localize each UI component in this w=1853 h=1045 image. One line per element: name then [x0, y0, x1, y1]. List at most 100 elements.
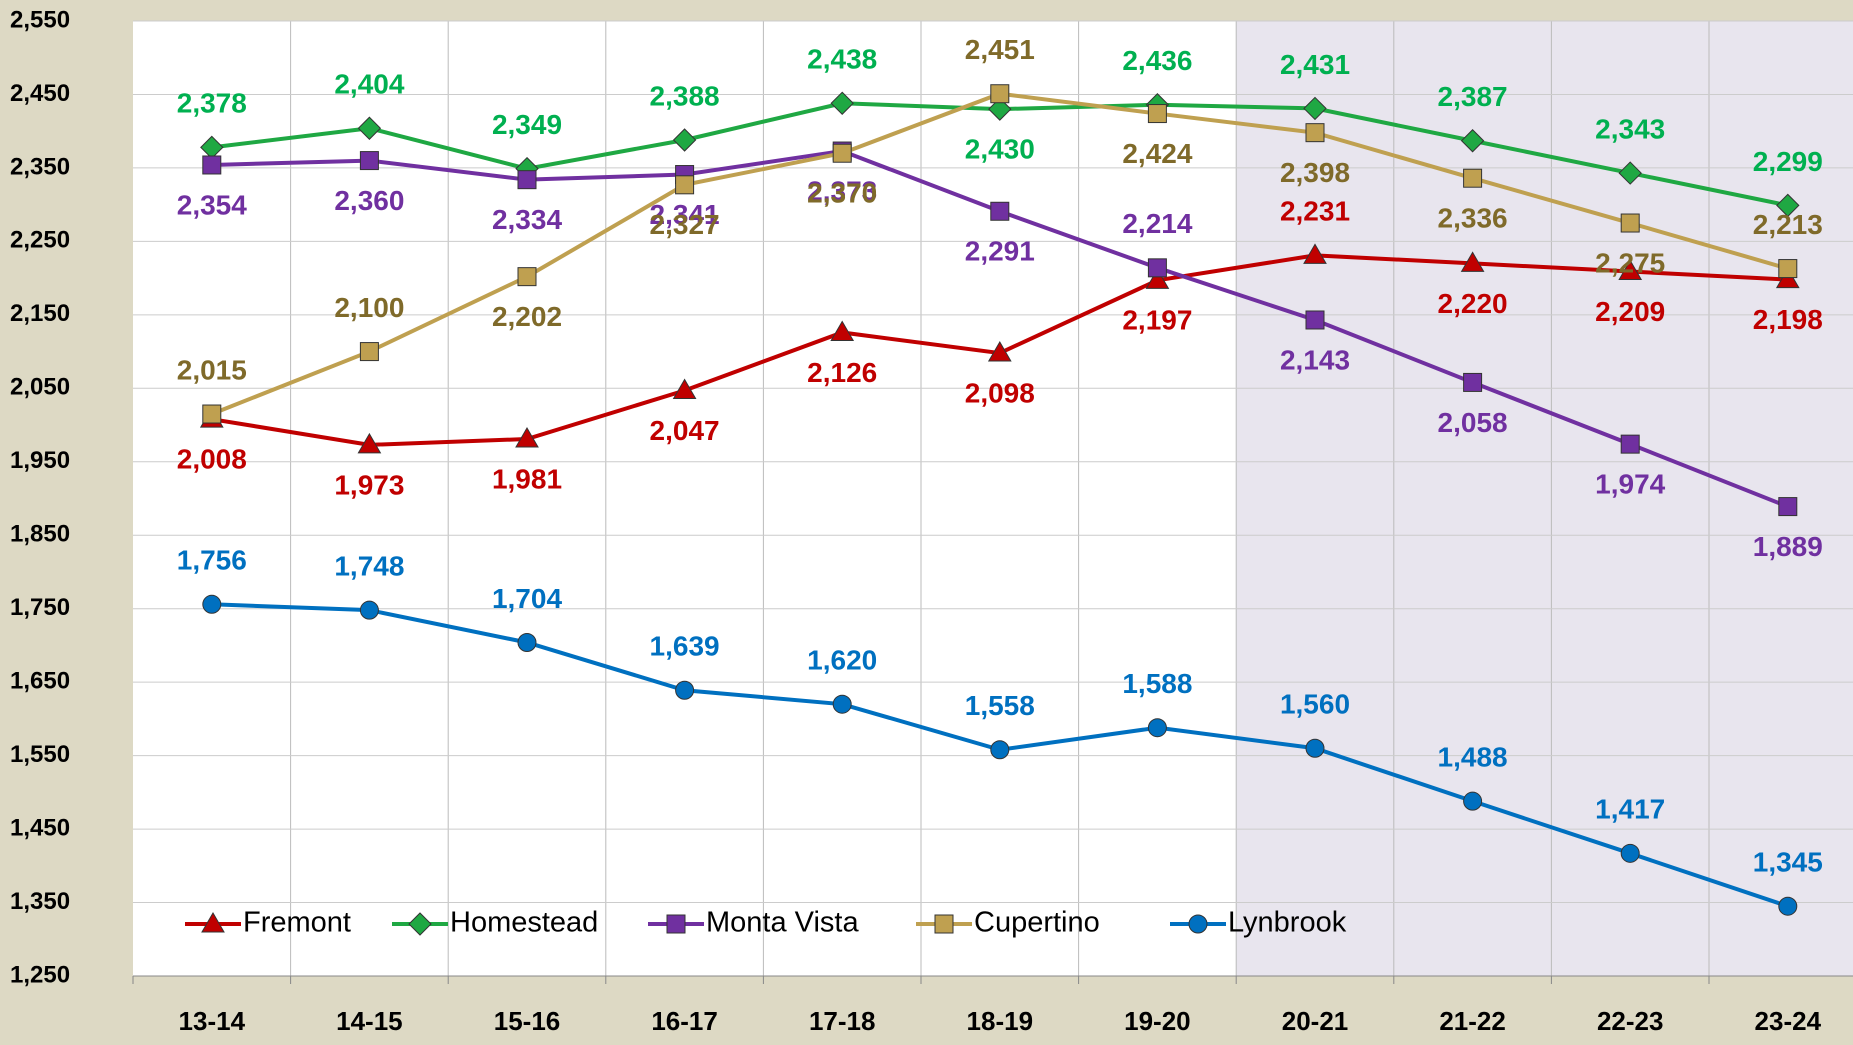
shaded-region — [1236, 21, 1853, 976]
point — [832, 694, 852, 714]
data-label: 2,438 — [807, 44, 877, 75]
legend-marker — [201, 912, 225, 933]
legend-label: Cupertino — [974, 907, 1100, 939]
x-tick-label: 21-22 — [1439, 1006, 1506, 1036]
x-tick-label: 16-17 — [651, 1006, 718, 1036]
data-label: 2,209 — [1595, 296, 1665, 327]
data-label: 2,436 — [1122, 45, 1192, 76]
data-label: 2,098 — [965, 377, 1035, 408]
point — [1776, 193, 1800, 218]
data-label: 2,424 — [1122, 138, 1192, 169]
data-label: 2,398 — [1280, 157, 1350, 188]
point — [357, 432, 382, 454]
point — [359, 342, 379, 362]
point — [832, 143, 852, 163]
data-label: 1,588 — [1122, 668, 1192, 699]
point — [517, 170, 537, 190]
data-label: 2,370 — [807, 178, 877, 209]
point — [1775, 267, 1800, 289]
legend-marker — [934, 914, 954, 934]
data-label: 2,431 — [1280, 49, 1350, 80]
point — [1305, 123, 1325, 143]
y-tick-label: 2,350 — [10, 153, 70, 180]
point — [202, 404, 222, 424]
data-label: 2,213 — [1753, 209, 1823, 240]
data-label: 1,981 — [492, 463, 562, 494]
point — [1463, 372, 1483, 392]
legend-label: Lynbrook — [1228, 907, 1347, 939]
data-label: 2,008 — [177, 444, 247, 475]
data-label: 2,388 — [650, 80, 720, 111]
point — [990, 84, 1010, 104]
data-label: 2,349 — [492, 109, 562, 140]
point — [357, 116, 382, 140]
x-tick-label: 14-15 — [336, 1006, 403, 1036]
data-label: 2,198 — [1753, 304, 1823, 335]
legend-label: Fremont — [243, 907, 351, 939]
data-label: 2,327 — [650, 209, 720, 240]
legend-marker — [1188, 914, 1208, 934]
point — [1778, 896, 1798, 916]
data-label: 1,345 — [1753, 847, 1823, 878]
y-tick-label: 1,650 — [10, 667, 70, 694]
y-tick-label: 2,450 — [10, 80, 70, 107]
data-label: 1,488 — [1438, 742, 1508, 773]
point — [1147, 104, 1167, 124]
point — [517, 267, 537, 287]
point — [515, 426, 539, 448]
point — [1303, 96, 1327, 121]
y-tick-label: 1,850 — [10, 521, 70, 548]
data-label: 2,341 — [650, 199, 720, 230]
point — [1618, 259, 1643, 281]
point — [987, 341, 1012, 362]
data-label: 1,704 — [492, 583, 562, 614]
point — [1620, 843, 1640, 863]
data-label: 2,451 — [965, 34, 1035, 65]
point — [1145, 268, 1170, 289]
data-label: 1,748 — [334, 551, 404, 582]
legend-marker — [408, 912, 432, 936]
point — [1463, 791, 1483, 811]
point — [1147, 718, 1167, 738]
point — [675, 175, 695, 195]
data-label: 2,214 — [1122, 208, 1192, 239]
y-tick-label: 2,550 — [10, 6, 70, 33]
data-label: 2,197 — [1122, 305, 1192, 336]
point — [359, 151, 379, 171]
y-tick-label: 1,950 — [10, 447, 70, 474]
point — [1305, 738, 1325, 758]
data-label: 2,387 — [1438, 81, 1508, 112]
data-label: 2,047 — [650, 415, 720, 446]
x-tick-label: 20-21 — [1282, 1006, 1349, 1036]
point — [1778, 259, 1798, 279]
data-label: 2,220 — [1438, 288, 1508, 319]
data-label: 2,275 — [1595, 247, 1665, 278]
x-tick-label: 18-19 — [967, 1006, 1034, 1036]
point — [672, 378, 697, 400]
data-label: 1,973 — [334, 469, 404, 500]
point — [202, 594, 222, 614]
legend-marker — [666, 914, 686, 934]
point — [1305, 310, 1325, 330]
data-label: 1,620 — [807, 645, 877, 676]
y-tick-label: 1,550 — [10, 741, 70, 768]
data-label: 1,974 — [1595, 469, 1665, 500]
point — [672, 128, 697, 152]
point — [988, 97, 1012, 121]
data-label: 2,336 — [1438, 203, 1508, 234]
y-tick-label: 2,050 — [10, 374, 70, 401]
data-label: 2,202 — [492, 301, 562, 332]
data-label: 2,126 — [807, 357, 877, 388]
data-label: 1,417 — [1595, 794, 1665, 825]
data-label: 2,334 — [492, 204, 562, 235]
legend-label: Monta Vista — [706, 907, 859, 939]
data-label: 2,100 — [334, 292, 404, 323]
data-label: 1,560 — [1280, 689, 1350, 720]
point — [1778, 497, 1798, 517]
x-tick-label: 23-24 — [1755, 1006, 1822, 1036]
point — [517, 632, 537, 652]
point — [202, 155, 222, 175]
point — [1460, 129, 1485, 153]
x-tick-label: 22-23 — [1597, 1006, 1664, 1036]
